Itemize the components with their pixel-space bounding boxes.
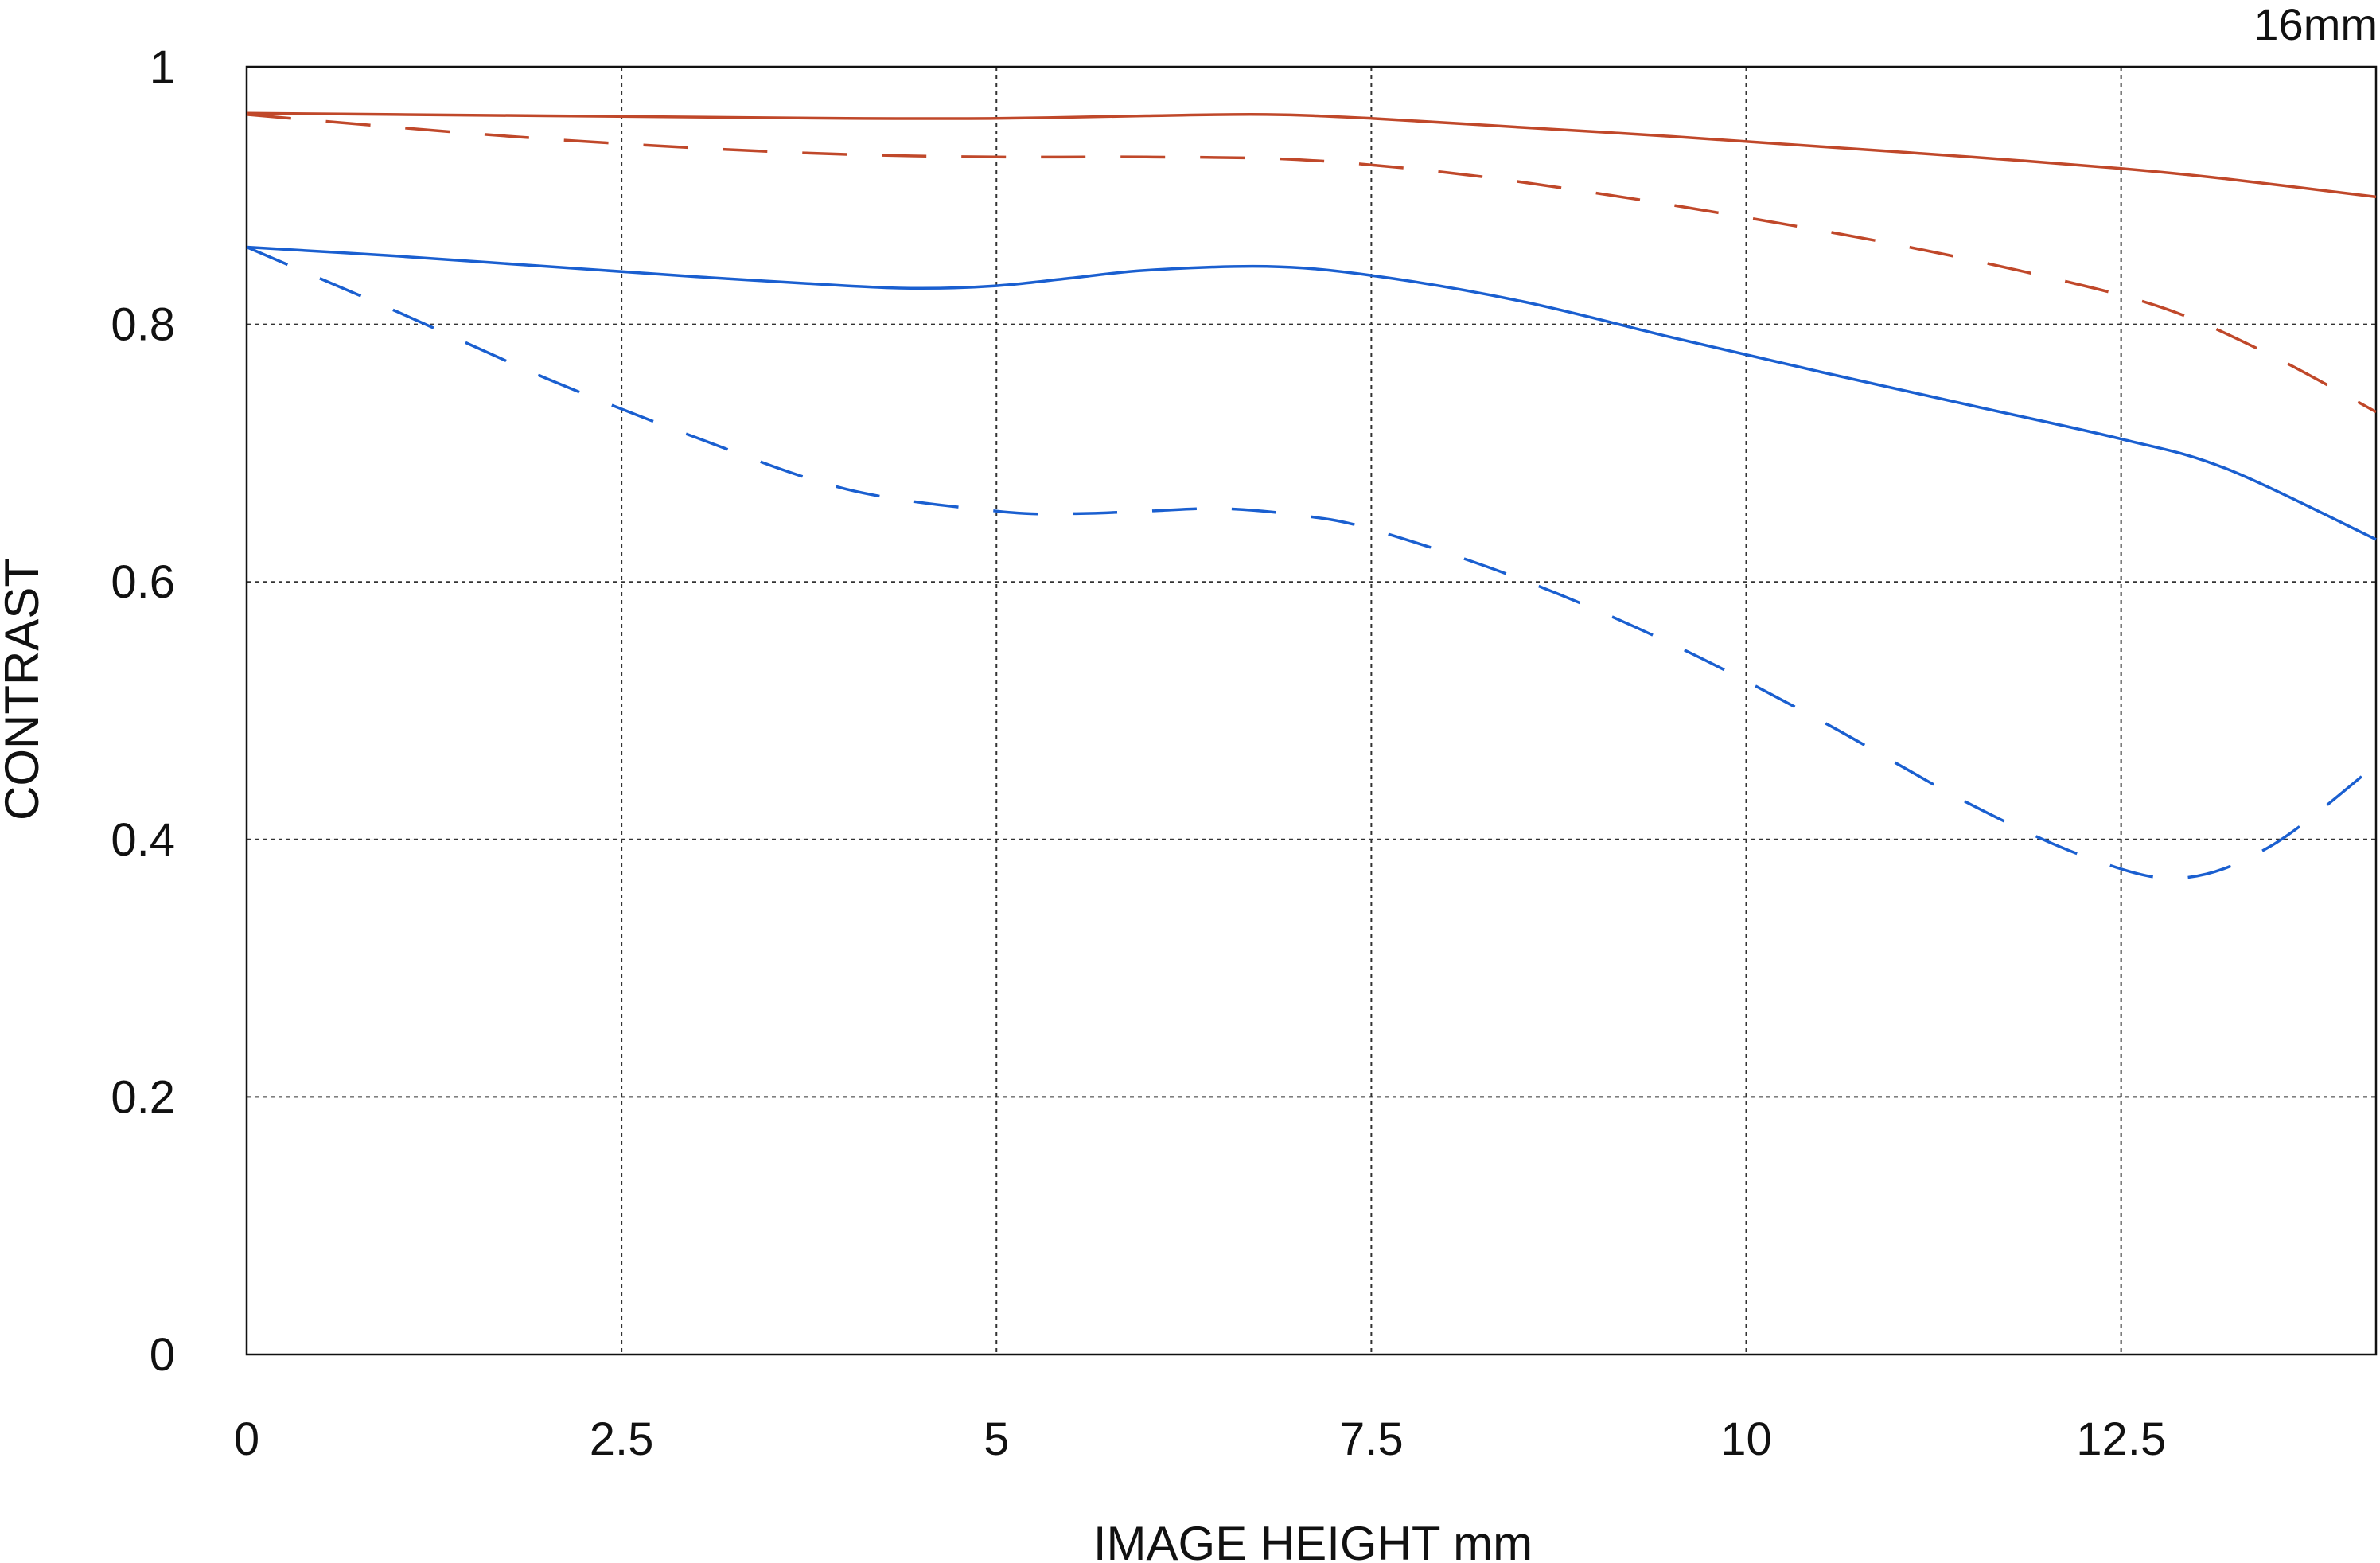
y-tick-label: 0 [150,1329,175,1381]
y-tick-label: 0.8 [111,299,175,351]
x-tick-label: 7.5 [1339,1413,1404,1465]
x-tick-label: 2.5 [590,1413,654,1465]
series-line-0-solid [246,111,2377,199]
x-axis-title: IMAGE HEIGHT mm [1093,1517,1533,1563]
y-tick-labels: 0 0.2 0.4 0.6 0.8 1 [111,41,175,1381]
x-tick-label: 10 [1720,1413,1772,1465]
x-tick-label: 12.5 [2076,1413,2166,1465]
series-line-1-dashed [246,113,2377,414]
y-axis-title: CONTRAST [0,558,49,820]
series-lines [246,111,2378,880]
y-tick-label: 0.2 [111,1071,175,1123]
series-line-2-solid [246,245,2377,541]
chart-title: 16mm [2253,0,2378,49]
x-tick-label: 0 [234,1413,259,1465]
x-tick-labels: 0 2.5 5 7.5 10 12.5 [234,1413,2166,1465]
y-tick-label: 0.4 [111,814,175,866]
plot-frame [245,65,2378,1356]
x-tick-label: 5 [984,1413,1009,1465]
y-tick-label: 1 [150,41,175,93]
grid-lines [247,67,2376,1354]
y-tick-label: 0.6 [111,556,175,608]
series-line-3-dashed [246,245,2378,880]
